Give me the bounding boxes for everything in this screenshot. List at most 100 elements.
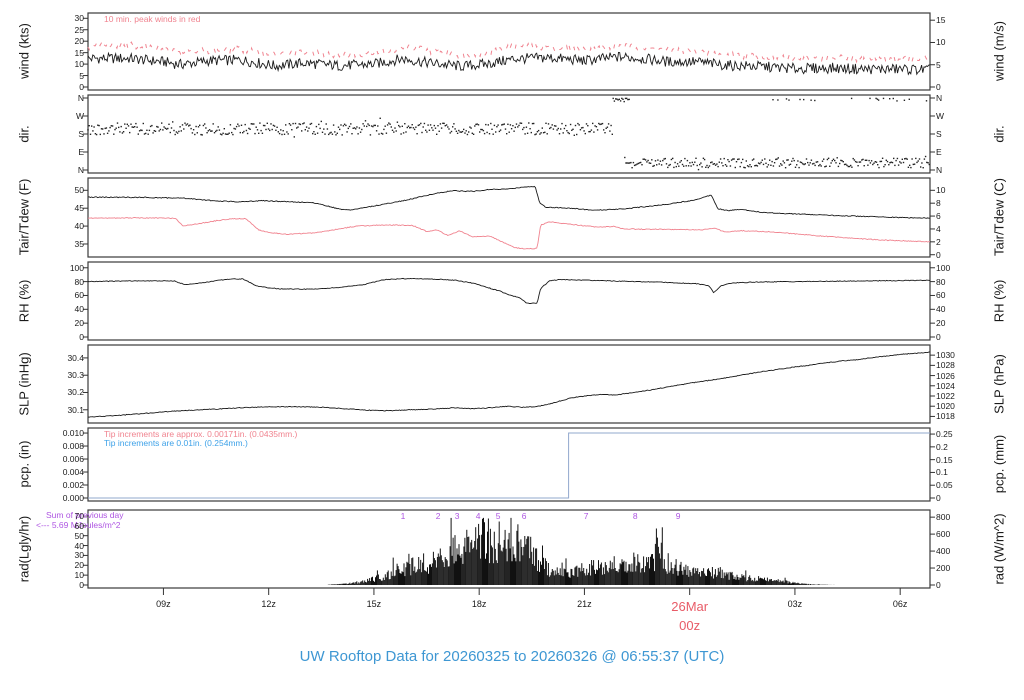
direction-dot — [599, 123, 601, 126]
direction-dot — [646, 161, 648, 163]
direction-dot — [658, 163, 660, 165]
direction-dot — [604, 132, 606, 134]
direction-dot — [727, 159, 729, 161]
direction-dot — [320, 120, 322, 123]
direction-dot — [663, 158, 665, 160]
direction-dot — [626, 162, 628, 164]
direction-dot — [750, 166, 752, 168]
direction-dot — [895, 159, 897, 162]
direction-dot — [146, 129, 148, 131]
direction-dot — [773, 162, 776, 164]
direction-dot — [718, 161, 720, 163]
direction-dot — [183, 128, 185, 130]
direction-dot — [569, 123, 572, 126]
tick-label: 600 — [936, 529, 951, 540]
direction-dot — [299, 123, 302, 126]
tick-label: 50 — [74, 530, 84, 541]
direction-dot — [706, 164, 708, 167]
tick-label: 50 — [74, 185, 84, 196]
direction-dot — [691, 161, 693, 164]
direction-dot — [396, 121, 399, 123]
direction-dot — [507, 123, 509, 125]
tick-label: 30 — [74, 550, 84, 561]
direction-dot — [449, 132, 451, 134]
direction-dot — [603, 129, 605, 131]
direction-dot — [482, 129, 485, 132]
direction-dot — [207, 130, 209, 132]
tick-label: 80 — [936, 276, 946, 287]
direction-dot — [474, 125, 476, 127]
direction-dot — [611, 133, 613, 135]
direction-dot — [108, 130, 110, 132]
direction-dot — [130, 123, 132, 125]
direction-dot — [147, 133, 149, 135]
direction-dot — [722, 165, 724, 167]
tick-label: 60 — [936, 290, 946, 301]
direction-dot — [211, 130, 213, 132]
direction-dot — [131, 126, 133, 128]
direction-dot — [267, 128, 270, 130]
direction-dot — [92, 130, 94, 132]
series-RH_pct — [87, 277, 931, 304]
direction-dot — [526, 132, 529, 134]
tick-label: 20 — [936, 318, 946, 329]
direction-dot — [99, 133, 101, 136]
direction-dot — [667, 166, 669, 169]
direction-dot — [816, 161, 819, 163]
direction-dot — [913, 163, 916, 165]
direction-dot — [120, 125, 122, 128]
direction-dot — [615, 98, 617, 100]
direction-dot — [906, 158, 908, 160]
direction-dot — [161, 122, 163, 124]
direction-dot — [491, 128, 493, 130]
direction-dot — [316, 132, 319, 134]
direction-dot — [567, 131, 569, 134]
direction-dot — [157, 126, 159, 128]
direction-dot — [390, 126, 392, 128]
direction-dot — [686, 159, 689, 162]
direction-dot — [767, 164, 770, 166]
direction-dot — [799, 98, 801, 101]
direction-dot — [700, 162, 702, 164]
direction-dot — [427, 124, 429, 126]
direction-dot — [93, 126, 95, 128]
direction-dot — [882, 97, 885, 100]
direction-dot — [528, 122, 530, 124]
direction-dot — [240, 124, 243, 126]
direction-dot — [227, 133, 229, 135]
direction-dot — [265, 128, 267, 131]
direction-dot — [188, 125, 190, 127]
direction-dot — [547, 123, 550, 125]
direction-dot — [884, 164, 886, 166]
direction-dot — [664, 157, 666, 160]
direction-dot — [415, 126, 417, 128]
direction-dot — [431, 127, 433, 129]
direction-dot — [259, 122, 261, 124]
direction-dot — [794, 166, 797, 168]
direction-dot — [503, 123, 505, 125]
direction-dot — [787, 159, 789, 161]
direction-dot — [350, 123, 352, 125]
direction-dot — [213, 132, 216, 134]
direction-dot — [389, 123, 391, 125]
direction-dot — [856, 161, 858, 163]
direction-dot — [375, 130, 378, 132]
direction-dot — [124, 123, 126, 125]
direction-dot — [739, 165, 741, 168]
direction-dot — [522, 128, 524, 131]
direction-dot — [928, 163, 930, 166]
direction-dot — [883, 165, 885, 168]
direction-dot — [228, 132, 230, 134]
direction-dot — [475, 123, 477, 126]
direction-dot — [802, 163, 804, 165]
direction-dot — [231, 131, 233, 134]
direction-dot — [643, 158, 646, 160]
direction-dot — [759, 163, 761, 165]
direction-dot — [821, 160, 824, 162]
direction-dot — [352, 127, 354, 129]
direction-dot — [152, 132, 154, 134]
tick-label: 1030 — [936, 350, 955, 361]
direction-dot — [286, 131, 288, 133]
direction-dot — [605, 127, 607, 129]
direction-dot — [103, 133, 105, 135]
